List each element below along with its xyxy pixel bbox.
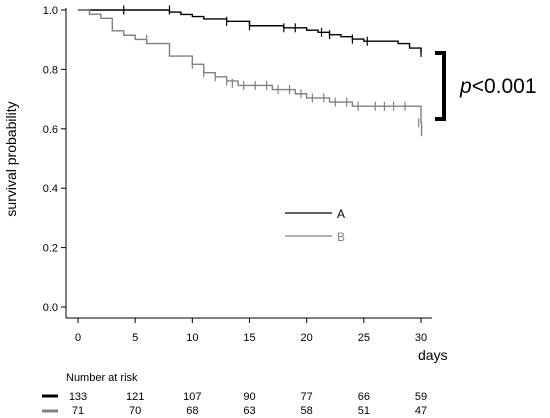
- p-value-prefix: p: [459, 75, 472, 98]
- p-value-rest: <0.001: [472, 75, 537, 98]
- risk-count-cell: 63: [243, 405, 255, 417]
- y-tick-label: 0.2: [43, 243, 58, 255]
- risk-table-title: Number at risk: [66, 372, 138, 384]
- x-tick-label: 5: [132, 332, 138, 344]
- y-tick-label: 0.8: [43, 64, 58, 76]
- x-tick-label: 20: [301, 332, 313, 344]
- x-tick-label: 15: [243, 332, 255, 344]
- risk-count-cell: 68: [186, 405, 198, 417]
- risk-table: Number at risk 133 121 107 90 77 66 59 71 70 68 63…: [42, 372, 427, 417]
- risk-count-cell: 133: [69, 391, 87, 403]
- y-axis-label: survival probability: [3, 101, 19, 216]
- x-tick-label: 10: [186, 332, 198, 344]
- significance-annotation: p<0.001: [435, 51, 537, 121]
- x-axis-ticks: 0 5 10 15 20 25 30: [75, 318, 427, 344]
- risk-count-cell: 59: [415, 391, 427, 403]
- plot-frame: [65, 8, 432, 319]
- risk-table-cells: 133 121 107 90 77 66 59 71 70 68 63 58 51 47: [69, 391, 427, 417]
- p-value: p<0.001: [459, 75, 537, 98]
- legend-label-b: B: [337, 230, 345, 244]
- x-tick-label: 0: [75, 332, 81, 344]
- legend: A B: [285, 207, 345, 244]
- risk-count-cell: 90: [243, 391, 255, 403]
- series-layer: [78, 5, 423, 137]
- y-tick-label: 0.6: [43, 124, 58, 136]
- risk-count-cell: 71: [72, 405, 84, 417]
- risk-count-cell: 51: [358, 405, 370, 417]
- risk-count-cell: 66: [358, 391, 370, 403]
- y-tick-label: 1.0: [43, 5, 58, 17]
- x-tick-label: 25: [358, 332, 370, 344]
- y-tick-label: 0.4: [43, 183, 58, 195]
- risk-count-cell: 58: [301, 405, 313, 417]
- x-axis-label: days: [418, 347, 448, 363]
- risk-count-cell: 77: [301, 391, 313, 403]
- y-axis-ticks: 0.0 0.2 0.4 0.6 0.8 1.0: [43, 5, 66, 314]
- series-line-a: [78, 9, 422, 53]
- risk-count-cell: 121: [126, 391, 144, 403]
- legend-label-a: A: [337, 207, 345, 221]
- y-tick-label: 0.0: [43, 302, 58, 314]
- x-tick-label: 30: [415, 332, 427, 344]
- risk-count-cell: 70: [129, 405, 141, 417]
- significance-bracket: [435, 51, 446, 121]
- risk-count-cell: 47: [415, 405, 427, 417]
- risk-count-cell: 107: [183, 391, 201, 403]
